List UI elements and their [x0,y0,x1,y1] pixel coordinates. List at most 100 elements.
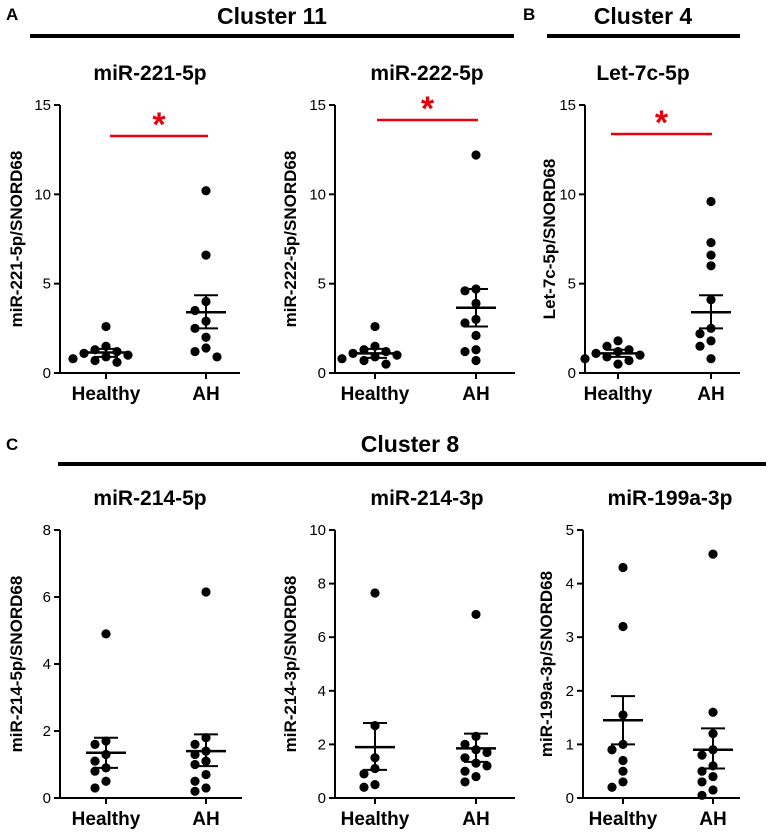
y-tick-label: 15 [309,97,326,114]
plot-5: miR-214-3p miR-214-3p/SNORD68 0 2 4 6 8 10 Healt… [281,487,515,830]
panel-letter-a: A [6,5,18,24]
data-point-healthy [359,769,369,779]
plot-4: miR-214-5p miR-214-5p/SNORD68 0 2 4 6 8 Healthy… [7,487,242,830]
x-tick-label-ah: AH [192,384,219,405]
y-tick-label: 4 [43,656,51,673]
data-point-healthy [580,354,590,364]
data-point-ah [471,150,481,160]
plot-3: Let-7c-5p Let-7c-5p/SNORD68 0 5 10 15 Healthy A… [540,62,740,405]
data-point-ah [190,776,200,786]
data-point-ah [695,341,705,351]
x-tick-label-ah: AH [699,809,726,830]
data-point-ah [482,747,492,758]
data-point-ah [706,237,716,248]
plot-title: miR-214-3p [370,487,483,510]
data-point-ah [708,707,718,717]
data-point-healthy [101,321,111,332]
y-tick-label: 15 [559,97,576,114]
y-tick-label: 5 [43,276,51,293]
plot-title: miR-199a-3p [608,487,733,510]
data-point-healthy [370,321,380,332]
data-point-healthy [618,562,628,573]
plot-2: miR-222-5p miR-222-5p/SNORD68 0 5 10 15 Health… [281,62,515,405]
data-point-ah [706,261,716,271]
data-point-ah [201,587,211,597]
data-point-ah [201,783,211,793]
data-point-ah [706,354,716,364]
data-point-ah [471,771,481,782]
data-point-ah [697,790,707,800]
significance-asterisk: * [421,90,435,128]
data-point-ah [697,750,707,760]
y-tick-label: 6 [43,589,51,606]
y-tick-label: 6 [318,629,326,646]
data-point-healthy [359,782,369,792]
plot-title: miR-221-5p [93,62,206,85]
cluster-title-11: Cluster 11 [217,3,327,29]
data-point-healthy [607,745,617,755]
y-tick-label: 4 [566,576,574,593]
data-point-ah [460,346,470,357]
data-point-ah [695,329,705,339]
data-point-ah [190,759,200,770]
data-point-healthy [618,777,628,787]
data-point-healthy [613,359,623,369]
panel-letter-c: C [6,435,18,454]
data-point-ah [706,336,716,346]
data-point-ah [190,305,200,316]
y-tick-label: 0 [566,790,574,807]
data-point-ah [708,771,718,782]
y-axis-label: miR-199a-3p/SNORD68 [537,571,556,757]
plot-1: miR-221-5p miR-221-5p/SNORD68 0 5 10 15 Health… [7,62,240,405]
y-tick-label: 4 [318,683,326,700]
data-point-ah [460,318,470,328]
cluster-title-8: Cluster 8 [361,431,460,457]
data-point-ah [201,343,211,353]
data-point-ah [460,777,470,787]
x-tick-label-healthy: Healthy [72,809,141,830]
data-point-healthy [101,776,111,786]
x-tick-label-healthy: Healthy [341,809,410,830]
data-point-healthy [602,341,612,351]
x-tick-label-ah: AH [697,384,724,405]
data-point-ah [471,609,481,620]
data-point-ah [482,761,492,771]
x-tick-label-ah: AH [192,809,219,830]
data-point-healthy [112,357,122,367]
panel-letter-b: B [523,5,535,24]
plot-6: miR-199a-3p miR-199a-3p/SNORD68 0 1 2 3 4 5 Heal… [537,487,740,830]
data-point-healthy [624,355,634,366]
data-point-ah [460,766,470,776]
data-point-ah [201,769,211,780]
data-point-healthy [370,588,380,598]
data-point-healthy [618,766,628,776]
data-point-healthy [591,348,601,358]
data-point-healthy [337,354,347,364]
data-point-ah [471,355,481,366]
cluster-title-4: Cluster 4 [594,3,693,29]
data-point-ah [706,250,716,260]
data-point-ah [201,186,211,196]
data-point-healthy [370,780,380,790]
y-axis-label: miR-214-3p/SNORD68 [281,576,300,753]
data-point-healthy [613,336,623,346]
x-tick-label-ah: AH [462,384,489,405]
y-tick-label: 5 [566,522,574,539]
y-tick-label: 10 [34,186,51,203]
data-point-healthy [348,348,358,358]
data-point-healthy [90,783,100,793]
data-point-healthy [635,350,645,360]
data-point-healthy [90,739,100,750]
x-tick-label-healthy: Healthy [72,384,141,405]
data-point-ah [697,777,707,787]
data-point-healthy [392,350,402,360]
y-tick-label: 5 [568,276,576,293]
y-axis-label: miR-214-5p/SNORD68 [7,576,26,753]
data-point-healthy [90,756,100,766]
y-tick-label: 0 [318,790,326,807]
data-point-ah [201,250,211,260]
y-axis-label: miR-221-5p/SNORD68 [7,151,26,328]
data-point-ah [460,753,470,763]
y-tick-label: 10 [309,186,326,203]
